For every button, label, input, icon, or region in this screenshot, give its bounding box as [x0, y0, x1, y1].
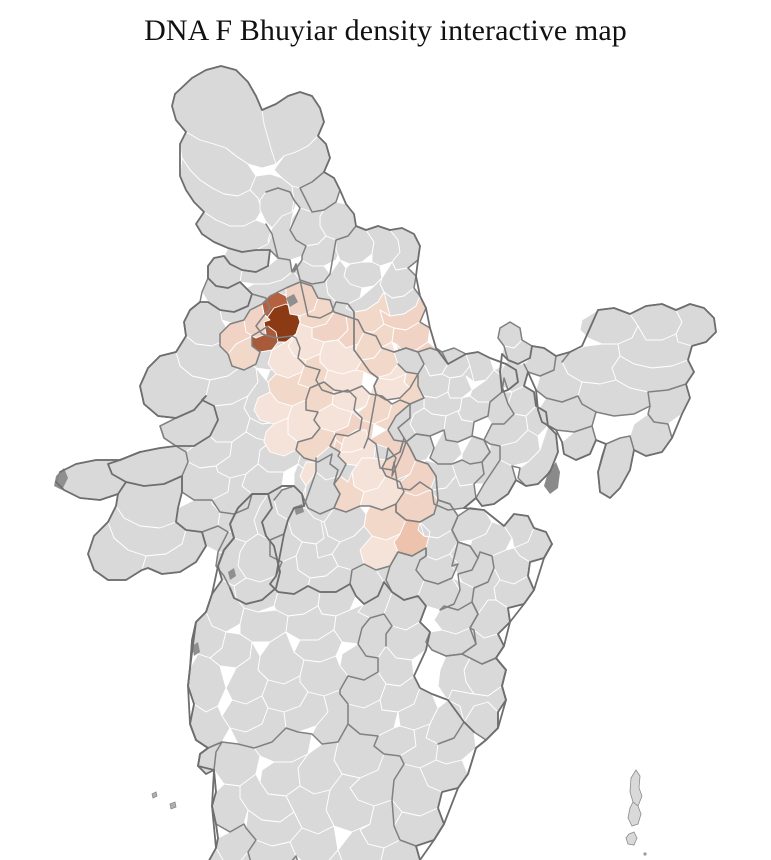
border-kerala-tn: [206, 824, 308, 860]
border-jharkhand: [392, 430, 490, 510]
state-telangana-andhra[interactable]: [326, 654, 506, 860]
state-tamil-nadu[interactable]: [276, 840, 420, 860]
accent-sundarbans: [544, 462, 560, 494]
state-chhattisgarh[interactable]: [378, 500, 478, 686]
island-andaman-north[interactable]: [630, 770, 642, 806]
island-dot-andaman: [643, 852, 647, 856]
island-andaman-south[interactable]: [626, 832, 637, 845]
state-madhya-pradesh[interactable]: [230, 438, 438, 594]
district-tn-chennai[interactable]: [380, 840, 420, 860]
state-uttarakhand[interactable]: [326, 226, 420, 316]
accent-mumbai: [192, 642, 200, 656]
country-boundary: [56, 66, 716, 860]
accent-daman: [228, 568, 236, 580]
page-title: DNA F Bhuyiar density interactive map: [144, 14, 627, 47]
india-choropleth-svg[interactable]: [0, 52, 771, 860]
district-ka-bangalore[interactable]: [302, 850, 344, 860]
state-odisha[interactable]: [426, 508, 552, 664]
island-andaman-middle[interactable]: [628, 802, 641, 826]
district-ap-west-godavari[interactable]: [448, 686, 506, 722]
district-mh-sindhudurg[interactable]: [190, 704, 230, 748]
border-wb: [476, 322, 558, 506]
district-up-hamirpur[interactable]: [264, 418, 298, 456]
border-rajasthan: [140, 256, 362, 514]
india-map-canvas[interactable]: [0, 52, 771, 860]
border-east-coast: [326, 544, 552, 860]
border-saurashtra-outline: [88, 476, 206, 580]
border-west-coast: [188, 494, 280, 848]
state-karnataka[interactable]: [212, 690, 348, 860]
island-lakshadweep-2[interactable]: [170, 802, 176, 809]
border-gujarat-coast: [60, 94, 270, 472]
state-maharashtra[interactable]: [188, 538, 392, 748]
island-lakshadweep-1[interactable]: [152, 792, 157, 798]
district-mizoram[interactable]: [598, 436, 634, 498]
border-kutch-outline: [56, 452, 140, 500]
islands-group: [152, 770, 647, 856]
accent-up-border-dark: [286, 294, 298, 307]
india-landmass-group: [54, 66, 716, 860]
district-arunachal-east[interactable]: [676, 304, 716, 346]
district-kl-kasaragod[interactable]: [206, 848, 238, 860]
region-north-east[interactable]: [536, 304, 716, 498]
